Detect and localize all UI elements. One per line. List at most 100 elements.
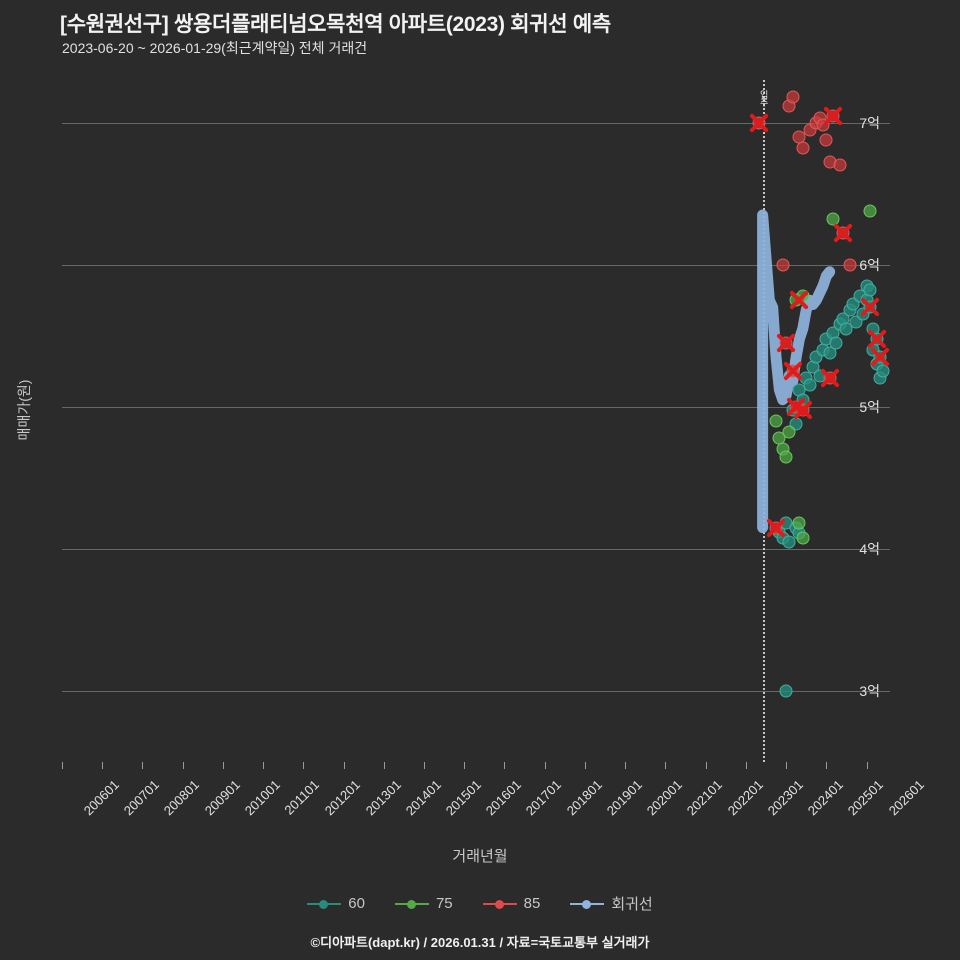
x-tick-label: 200601 bbox=[80, 777, 122, 819]
legend-swatch-icon bbox=[570, 897, 605, 911]
x-tick-label: 200701 bbox=[120, 777, 163, 819]
x-tick-mark bbox=[343, 762, 345, 769]
x-tick-mark bbox=[182, 762, 184, 769]
scatter-point-85[interactable] bbox=[833, 158, 847, 172]
legend-item-60[interactable]: 60 bbox=[307, 895, 365, 912]
y-tick-label: 7억 bbox=[859, 114, 880, 131]
x-tick-label: 201201 bbox=[322, 777, 364, 819]
x-tick-mark bbox=[665, 762, 667, 769]
x-tick-label: 202301 bbox=[764, 777, 806, 819]
scatter-point-75[interactable] bbox=[769, 414, 783, 428]
x-tick-mark bbox=[263, 762, 265, 769]
x-tick-mark bbox=[383, 762, 385, 769]
gridline bbox=[62, 122, 890, 124]
x-tick-mark bbox=[866, 762, 868, 769]
scatter-point-60[interactable] bbox=[863, 283, 877, 297]
scatter-point-60[interactable] bbox=[876, 364, 890, 378]
chart-legend: 60 75 85 회귀선 bbox=[0, 893, 960, 914]
gridline bbox=[62, 264, 890, 266]
footer-credit: ©디아파트(dapt.kr) / 2026.01.31 / 자료=국토교통부 실… bbox=[310, 935, 650, 950]
x-tick-label: 201601 bbox=[482, 777, 525, 819]
x-tick-mark bbox=[504, 762, 506, 769]
scatter-point-85[interactable] bbox=[786, 90, 800, 104]
scatter-point-85[interactable] bbox=[776, 258, 790, 272]
legend-swatch-icon bbox=[482, 897, 517, 911]
scatter-point-85[interactable] bbox=[796, 403, 810, 417]
y-tick-label: 3억 bbox=[859, 682, 880, 699]
scatter-point-60[interactable] bbox=[873, 350, 887, 364]
scatter-point-85[interactable] bbox=[819, 133, 833, 147]
scatter-point-85[interactable] bbox=[823, 371, 837, 385]
scatter-point-85[interactable] bbox=[779, 336, 793, 350]
x-tick-mark bbox=[142, 762, 144, 769]
legend-label: 85 bbox=[523, 895, 541, 912]
x-axis-label: 거래년월 bbox=[452, 848, 508, 865]
legend-item-회귀선[interactable]: 회귀선 bbox=[570, 893, 653, 914]
x-tick-label: 202201 bbox=[724, 777, 766, 819]
legend-item-85[interactable]: 85 bbox=[482, 895, 541, 912]
gridline bbox=[62, 406, 890, 408]
x-tick-label: 201001 bbox=[241, 777, 283, 819]
x-tick-mark bbox=[826, 762, 828, 769]
x-tick-mark bbox=[584, 762, 586, 769]
x-tick-label: 200901 bbox=[201, 777, 243, 819]
gridline bbox=[62, 548, 890, 550]
x-tick-label: 201901 bbox=[603, 777, 645, 819]
x-tick-mark bbox=[786, 762, 788, 769]
scatter-point-85[interactable] bbox=[816, 118, 830, 132]
x-tick-mark bbox=[303, 762, 305, 769]
scatter-point-75[interactable] bbox=[826, 212, 840, 226]
scatter-point-85[interactable] bbox=[843, 258, 857, 272]
y-axis-label: 매매가(원) bbox=[16, 379, 32, 441]
scatter-point-85[interactable] bbox=[752, 116, 766, 130]
scatter-point-60[interactable] bbox=[803, 378, 817, 392]
scatter-point-60[interactable] bbox=[863, 300, 877, 314]
scatter-point-75[interactable] bbox=[863, 204, 877, 218]
scatter-point-85[interactable] bbox=[786, 364, 800, 378]
x-tick-mark bbox=[62, 762, 63, 769]
regression-path bbox=[757, 209, 836, 534]
x-tick-label: 202101 bbox=[684, 777, 726, 819]
x-tick-label: 201401 bbox=[402, 777, 444, 819]
x-tick-mark bbox=[745, 762, 747, 769]
scatter-point-60[interactable] bbox=[829, 336, 843, 350]
x-tick-label: 201101 bbox=[281, 777, 323, 818]
scatter-point-75[interactable] bbox=[796, 289, 810, 303]
x-tick-mark bbox=[705, 762, 707, 769]
regression-line bbox=[757, 209, 836, 534]
x-tick-label: 200801 bbox=[161, 777, 203, 819]
x-tick-label: 202001 bbox=[643, 777, 686, 819]
x-tick-label: 201701 bbox=[523, 777, 565, 819]
gridline bbox=[62, 690, 890, 692]
plot-area: 3억 4억 5억 6억 7억 200601 200701 200801 200901 20100… bbox=[62, 80, 927, 818]
x-tick-mark bbox=[222, 762, 224, 769]
scatter-point-75[interactable] bbox=[782, 425, 796, 439]
move-in-label: 입주 bbox=[758, 90, 769, 106]
legend-swatch-icon bbox=[394, 897, 429, 911]
x-tick-mark bbox=[102, 762, 104, 769]
scatter-point-75[interactable] bbox=[796, 531, 810, 544]
y-tick-label: 4억 bbox=[859, 540, 880, 557]
legend-label: 회귀선 bbox=[611, 896, 653, 913]
scatter-point-85[interactable] bbox=[836, 226, 850, 240]
scatter-point-60[interactable] bbox=[870, 332, 884, 346]
scatter-point-60[interactable] bbox=[823, 346, 837, 360]
x-tick-label: 201501 bbox=[442, 777, 485, 819]
y-tick-label: 6억 bbox=[859, 256, 880, 273]
scatter-point-75[interactable] bbox=[792, 516, 806, 530]
scatter-point-85[interactable] bbox=[769, 521, 783, 535]
x-tick-mark bbox=[625, 762, 627, 769]
scatter-point-60[interactable] bbox=[782, 535, 796, 549]
x-tick-label: 202401 bbox=[804, 777, 847, 819]
scatter-point-60[interactable] bbox=[779, 684, 793, 698]
scatter-point-85[interactable] bbox=[796, 141, 810, 155]
page-subtitle: 2023-06-20 ~ 2026-01-29(최근계약일) 전체 거래건 bbox=[62, 40, 368, 56]
legend-item-75[interactable]: 75 bbox=[394, 895, 453, 912]
x-tick-label: 201801 bbox=[563, 777, 605, 819]
x-tick-mark bbox=[544, 762, 546, 769]
scatter-point-85[interactable] bbox=[826, 109, 840, 123]
scatter-point-60[interactable] bbox=[839, 322, 853, 336]
scatter-point-75[interactable] bbox=[779, 450, 793, 464]
legend-label: 60 bbox=[348, 895, 365, 912]
